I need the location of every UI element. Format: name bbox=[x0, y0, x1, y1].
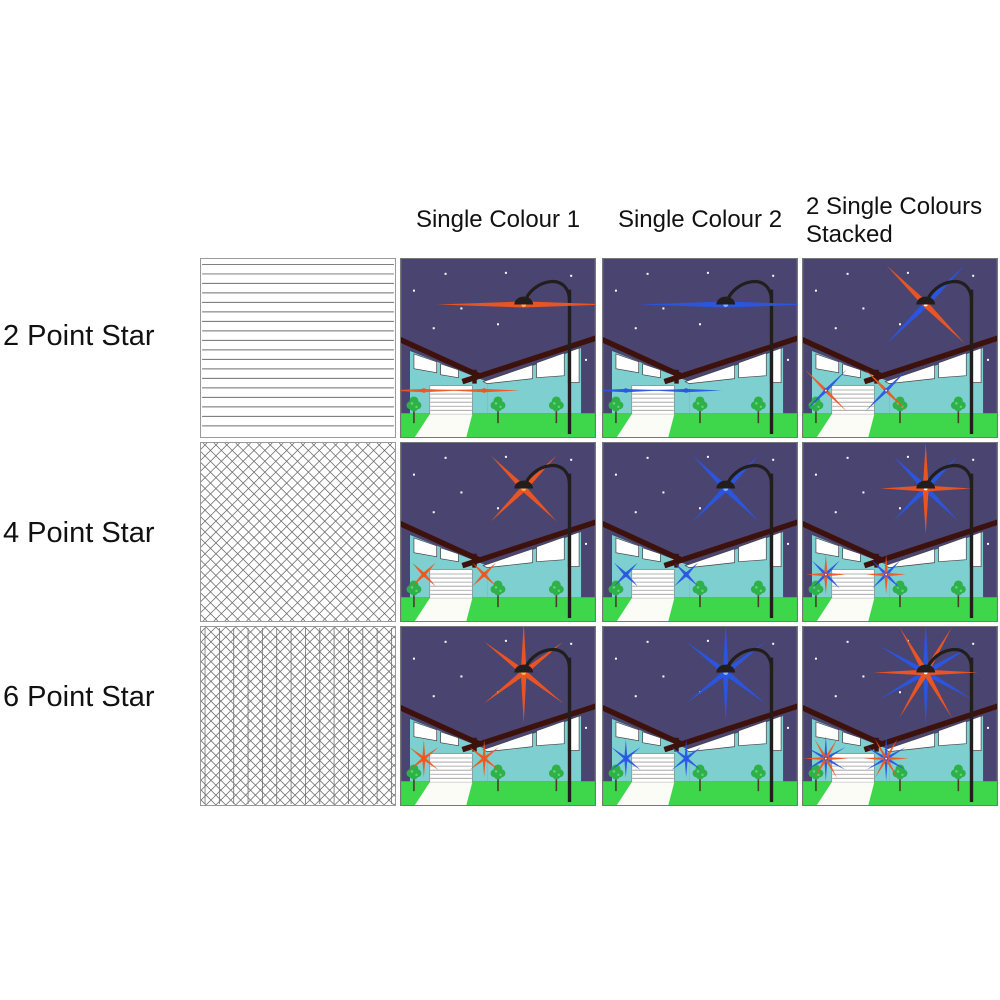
column-header-single-colour-1: Single Colour 1 bbox=[415, 206, 581, 233]
row-label-4-point-star: 4 Point Star bbox=[3, 517, 155, 549]
scene-6-point-single-colour-1 bbox=[400, 626, 596, 806]
pattern-swatch-6-point-star bbox=[200, 626, 396, 806]
column-header-stacked-line1: 2 Single Colours bbox=[806, 193, 983, 220]
pattern-swatch-2-point-star bbox=[200, 258, 396, 438]
scene-2-point-single-colour-2 bbox=[602, 258, 798, 438]
scene-4-point-single-colour-2 bbox=[602, 442, 798, 622]
pattern-swatch-4-point-star bbox=[200, 442, 396, 622]
column-header-single-colour-2: Single Colour 2 bbox=[617, 206, 783, 233]
scene-2-point-single-colour-1 bbox=[400, 258, 596, 438]
row-label-2-point-star: 2 Point Star bbox=[3, 320, 155, 352]
row-label-6-point-star: 6 Point Star bbox=[3, 681, 155, 713]
column-header-stacked: 2 Single Colours Stacked bbox=[806, 193, 1000, 249]
scene-4-point-single-colour-1 bbox=[400, 442, 596, 622]
scene-6-point-stacked bbox=[802, 626, 998, 806]
column-header-stacked-line2: Stacked bbox=[806, 221, 893, 248]
scene-2-point-stacked bbox=[802, 258, 998, 438]
scene-4-point-stacked bbox=[802, 442, 998, 622]
scene-6-point-single-colour-2 bbox=[602, 626, 798, 806]
